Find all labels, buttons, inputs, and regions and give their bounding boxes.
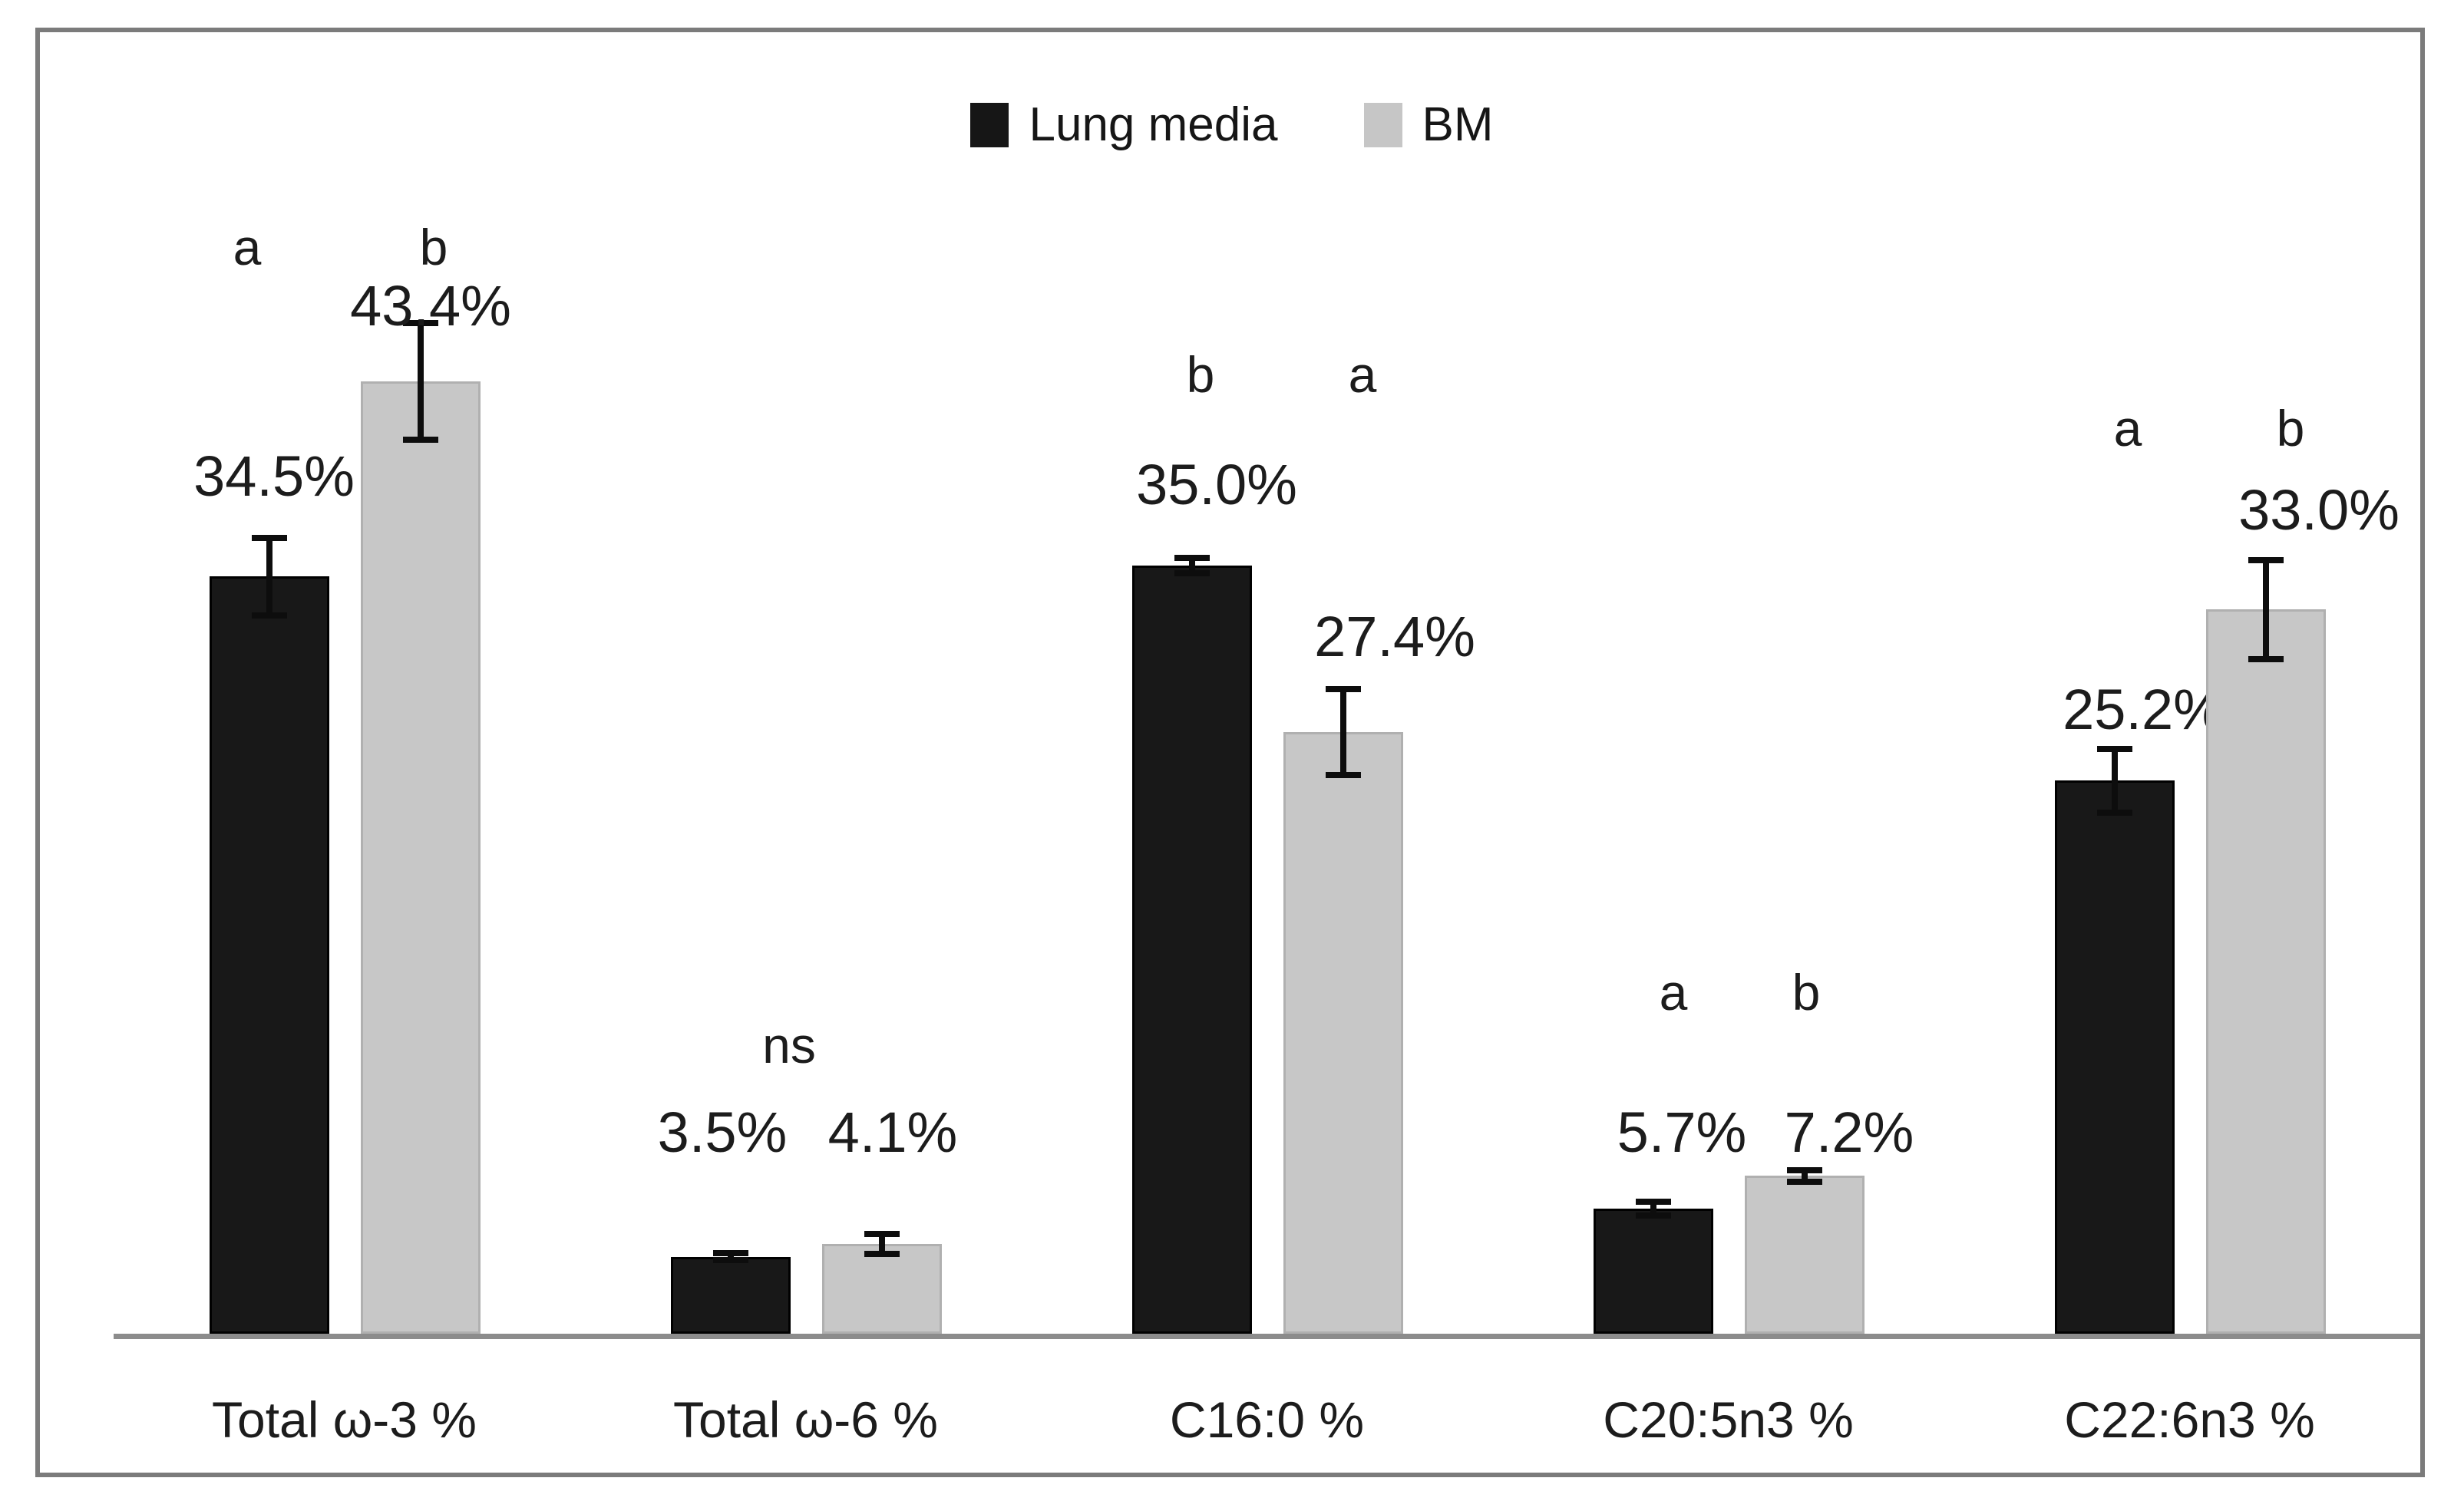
significance-label-total-3-a: a bbox=[233, 219, 262, 275]
error-cap-bottom-lung-media-total-6 bbox=[713, 1257, 748, 1264]
value-label-lung-media-c20-5n3: 5.7% bbox=[1617, 1100, 1747, 1164]
significance-label-c16-0-b: b bbox=[1186, 346, 1215, 403]
value-label-lung-media-total-6: 3.5% bbox=[657, 1100, 788, 1164]
error-cap-top-lung-media-c16-0 bbox=[1174, 554, 1210, 561]
error-whisker-bm-c20-5n3 bbox=[1802, 1166, 1808, 1185]
bar-bm-c16-0 bbox=[1283, 732, 1403, 1334]
error-cap-bottom-lung-media-c16-0 bbox=[1174, 570, 1210, 577]
error-cap-bottom-bm-c16-0 bbox=[1326, 772, 1361, 779]
error-cap-bottom-lung-media-c22-6n3 bbox=[2097, 810, 2132, 816]
figure-border bbox=[35, 28, 2425, 1477]
value-label-bm-total-6: 4.1% bbox=[827, 1100, 958, 1164]
bar-bm-c20-5n3 bbox=[1745, 1176, 1865, 1334]
value-label-bm-c22-6n3: 33.0% bbox=[2238, 478, 2400, 542]
error-cap-bottom-bm-total-3 bbox=[403, 436, 438, 443]
error-whisker-bm-total-6 bbox=[879, 1230, 885, 1257]
x-axis-line bbox=[114, 1334, 2420, 1339]
significance-label-total-3-b: b bbox=[419, 219, 448, 275]
error-cap-top-bm-c20-5n3 bbox=[1787, 1166, 1822, 1173]
value-label-lung-media-c16-0: 35.0% bbox=[1136, 453, 1297, 516]
error-whisker-bm-total-3 bbox=[418, 319, 424, 443]
value-label-bm-total-3: 43.4% bbox=[350, 274, 511, 338]
error-whisker-lung-media-c20-5n3 bbox=[1650, 1199, 1656, 1219]
significance-label-c22-6n3-a: a bbox=[2113, 400, 2142, 457]
error-cap-top-bm-total-3 bbox=[403, 319, 438, 326]
legend-label-lung-media: Lung media bbox=[1029, 98, 1278, 151]
x-axis-label-total-6: Total ω-6 % bbox=[673, 1391, 938, 1448]
bar-lung-media-c22-6n3 bbox=[2055, 780, 2175, 1334]
value-label-bm-c16-0: 27.4% bbox=[1314, 605, 1475, 668]
error-whisker-bm-c22-6n3 bbox=[2263, 556, 2269, 662]
bar-lung-media-total-3 bbox=[210, 576, 329, 1334]
bar-bm-total-6 bbox=[822, 1243, 942, 1334]
error-whisker-lung-media-total-6 bbox=[728, 1250, 734, 1264]
error-cap-top-lung-media-c20-5n3 bbox=[1636, 1199, 1671, 1206]
value-label-lung-media-c22-6n3: 25.2% bbox=[2063, 678, 2224, 741]
bar-bm-total-3 bbox=[361, 381, 481, 1334]
legend-item-lung-media: Lung media bbox=[970, 98, 1278, 152]
x-axis-label-c22-6n3: C22:6n3 % bbox=[2064, 1391, 2315, 1448]
error-cap-bottom-lung-media-total-3 bbox=[252, 612, 287, 619]
error-whisker-lung-media-total-3 bbox=[266, 534, 272, 619]
error-whisker-lung-media-c22-6n3 bbox=[2112, 745, 2118, 816]
chart-legend: Lung media BM bbox=[0, 98, 2464, 152]
error-cap-top-bm-total-6 bbox=[864, 1230, 900, 1237]
error-cap-top-lung-media-total-6 bbox=[713, 1250, 748, 1257]
significance-label-c16-0-a: a bbox=[1348, 346, 1377, 403]
legend-swatch-bm bbox=[1363, 103, 1402, 147]
value-label-bm-c20-5n3: 7.2% bbox=[1784, 1100, 1914, 1164]
x-axis-label-c20-5n3: C20:5n3 % bbox=[1603, 1391, 1854, 1448]
error-cap-bottom-bm-c22-6n3 bbox=[2248, 655, 2284, 662]
error-cap-top-bm-c16-0 bbox=[1326, 686, 1361, 693]
legend-swatch-lung-media bbox=[970, 103, 1009, 147]
legend-item-bm: BM bbox=[1363, 98, 1494, 152]
significance-label-c20-5n3-b: b bbox=[1792, 964, 1821, 1021]
x-axis-label-total-3: Total ω-3 % bbox=[212, 1391, 477, 1448]
bar-lung-media-c20-5n3 bbox=[1594, 1208, 1713, 1334]
error-cap-bottom-lung-media-c20-5n3 bbox=[1636, 1212, 1671, 1219]
significance-label-c20-5n3-a: a bbox=[1659, 964, 1688, 1021]
bar-lung-media-c16-0 bbox=[1132, 566, 1252, 1334]
error-whisker-bm-c16-0 bbox=[1340, 686, 1346, 779]
error-cap-bottom-bm-c20-5n3 bbox=[1787, 1178, 1822, 1185]
error-cap-top-lung-media-total-3 bbox=[252, 534, 287, 541]
error-cap-top-lung-media-c22-6n3 bbox=[2097, 745, 2132, 752]
error-cap-bottom-bm-total-6 bbox=[864, 1250, 900, 1257]
significance-label-total-6-ns: ns bbox=[762, 1017, 816, 1074]
legend-label-bm: BM bbox=[1422, 98, 1494, 151]
bar-bm-c22-6n3 bbox=[2206, 609, 2326, 1334]
error-cap-top-bm-c22-6n3 bbox=[2248, 556, 2284, 563]
x-axis-label-c16-0: C16:0 % bbox=[1169, 1391, 1365, 1448]
error-whisker-lung-media-c16-0 bbox=[1189, 554, 1195, 577]
significance-label-c22-6n3-b: b bbox=[2276, 400, 2305, 457]
bar-lung-media-total-6 bbox=[671, 1256, 791, 1334]
value-label-lung-media-total-3: 34.5% bbox=[193, 444, 355, 508]
